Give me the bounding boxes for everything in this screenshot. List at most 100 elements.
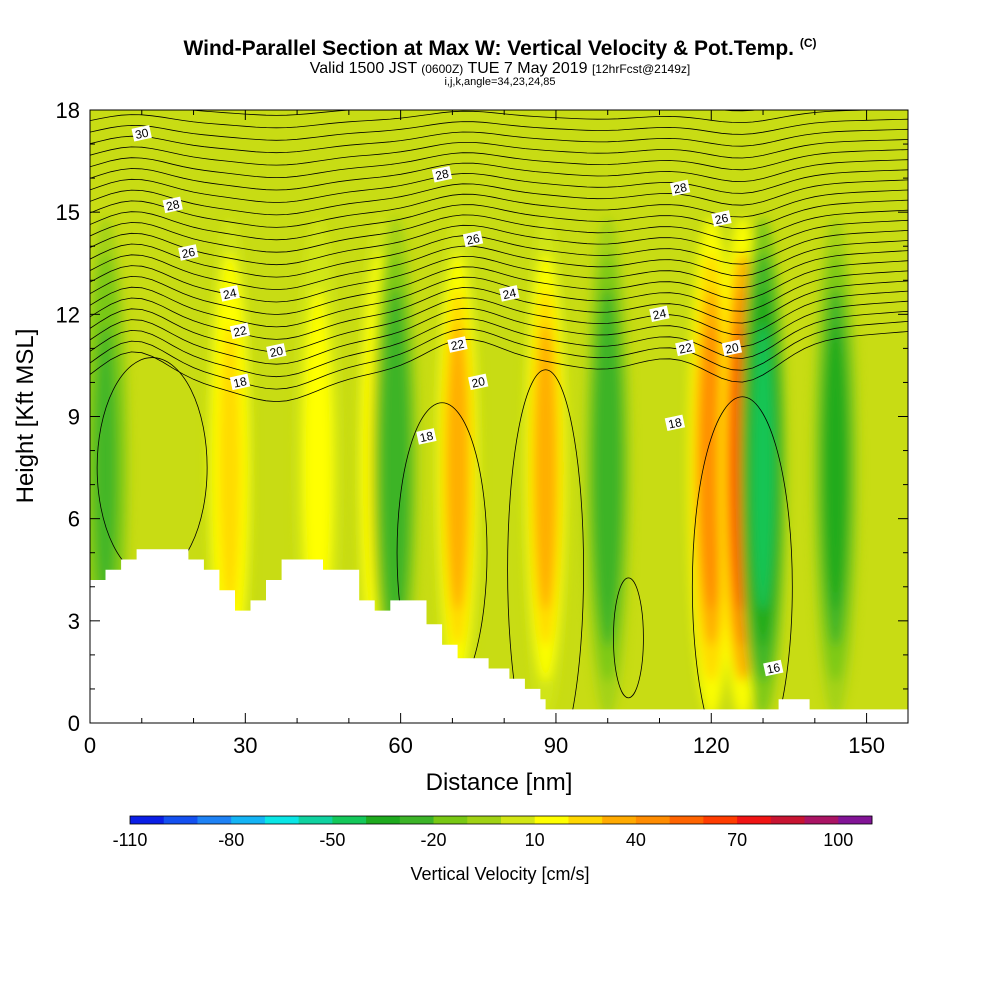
theta-label-bg bbox=[721, 339, 743, 357]
theta-label-group: 24 bbox=[219, 285, 240, 303]
theta-label-bg bbox=[462, 230, 484, 248]
y-tick-label: 12 bbox=[56, 302, 80, 327]
colorbar-swatch bbox=[703, 816, 738, 824]
theta-label-bg bbox=[499, 285, 520, 302]
colorbar-tick-label: -80 bbox=[218, 830, 244, 850]
theta-label-bg bbox=[447, 336, 468, 353]
theta-label-bg bbox=[416, 428, 437, 445]
theta-contour-line bbox=[90, 230, 908, 278]
chart-title-text: Wind-Parallel Section at Max W: Vertical… bbox=[183, 37, 794, 60]
theta-contour-line bbox=[90, 331, 908, 403]
colorbar-swatch bbox=[534, 816, 569, 824]
theta-label-group: 18 bbox=[416, 428, 437, 445]
theta-label: 28 bbox=[434, 166, 450, 183]
terrain-mask bbox=[90, 549, 908, 723]
theta-contour-line bbox=[90, 118, 908, 141]
theta-contour-line bbox=[90, 159, 908, 191]
theta-label-group: 26 bbox=[178, 244, 199, 261]
theta-contour-line bbox=[90, 240, 908, 291]
x-tick-label: 30 bbox=[233, 733, 257, 758]
theta-contour-line bbox=[90, 209, 908, 253]
theta-label: 16 bbox=[765, 660, 781, 677]
colorbar-tick-label: -110 bbox=[113, 830, 148, 850]
theta-contour-line bbox=[90, 310, 908, 378]
colorbar-swatch bbox=[501, 816, 536, 824]
theta-contour-line bbox=[90, 128, 908, 154]
forecast-info: [12hrFcst@2149z] bbox=[591, 62, 691, 76]
valid-time: Valid 1500 JST bbox=[309, 60, 417, 77]
theta-contour-line bbox=[90, 219, 908, 266]
colorbar-swatch bbox=[264, 816, 300, 824]
theta-label: 28 bbox=[672, 180, 688, 197]
updraft-column-1-level-4 bbox=[306, 324, 329, 611]
theta-label-group: 24 bbox=[499, 285, 520, 302]
theta-label: 26 bbox=[465, 231, 481, 248]
theta-contour-line bbox=[90, 110, 888, 129]
grid-indices: i,j,k,angle=34,23,24,85 bbox=[444, 76, 556, 88]
chart-title: Wind-Parallel Section at Max W: Vertical… bbox=[0, 36, 1000, 61]
valid-utc: (0600Z) bbox=[421, 62, 464, 76]
updraft-column-0-level-4 bbox=[218, 324, 241, 611]
downdraft-column-0-level-4 bbox=[94, 324, 117, 611]
colorbar-swatch bbox=[602, 816, 637, 824]
theta-label: 30 bbox=[134, 125, 150, 142]
theta-label-bg bbox=[162, 196, 183, 214]
y-tick-label: 0 bbox=[68, 711, 80, 736]
theta-label-bg bbox=[229, 322, 251, 340]
valid-date: TUE 7 May 2019 bbox=[467, 60, 588, 77]
theta-label: 20 bbox=[724, 340, 740, 357]
theta-label-group: 18 bbox=[229, 373, 251, 391]
theta-label: 18 bbox=[667, 415, 683, 432]
x-tick-label: 60 bbox=[388, 733, 412, 758]
colorbar-swatch bbox=[635, 816, 671, 824]
colorbar: -110 -80 -50 -20 10 40 70 100 bbox=[113, 815, 873, 850]
colorbar-swatch bbox=[804, 816, 839, 824]
theta-contour-line bbox=[90, 260, 908, 315]
theta-label-group: 22 bbox=[675, 339, 696, 357]
x-tick-label: 90 bbox=[544, 733, 568, 758]
theta-label-bg bbox=[664, 414, 686, 432]
colorbar-swatch bbox=[467, 816, 502, 824]
colorbar-swatch bbox=[770, 816, 805, 824]
theta-label-bg bbox=[178, 244, 199, 261]
theta-label-bg bbox=[131, 125, 152, 142]
x-tick-label: 150 bbox=[848, 733, 885, 758]
theta-label-group: 20 bbox=[721, 339, 743, 357]
theta-contour-line bbox=[90, 321, 908, 390]
y-tick-label: 18 bbox=[56, 98, 80, 123]
theta-label-group: 28 bbox=[669, 179, 691, 197]
theta-label: 18 bbox=[419, 429, 435, 446]
downdraft-column-1-level-4 bbox=[384, 324, 407, 611]
updraft-column-3-level-4 bbox=[446, 324, 469, 611]
theta-label-group: 28 bbox=[162, 196, 183, 214]
theta-contour-closed-3 bbox=[613, 577, 644, 699]
colorbar-swatch bbox=[197, 816, 232, 824]
colorbar-swatch bbox=[332, 816, 367, 824]
chart-subtitle: Valid 1500 JST (0600Z) TUE 7 May 2019 [1… bbox=[0, 60, 1000, 78]
theta-label: 24 bbox=[652, 306, 668, 323]
theta-label-bg bbox=[431, 165, 453, 183]
theta-label: 24 bbox=[222, 286, 238, 303]
theta-label: 26 bbox=[180, 245, 196, 262]
y-tick-label: 3 bbox=[68, 609, 80, 634]
colorbar-frame bbox=[129, 815, 873, 825]
colorbar-label: Vertical Velocity [cm/s] bbox=[410, 864, 589, 884]
theta-label-bg bbox=[219, 285, 240, 302]
colorbar-swatch bbox=[163, 816, 198, 824]
colorbar-swatch bbox=[298, 816, 333, 824]
colorbar-swatch bbox=[838, 816, 873, 824]
theta-label-bg bbox=[468, 373, 489, 391]
colorbar-swatch bbox=[669, 816, 704, 824]
theta-contour-line bbox=[90, 290, 908, 353]
theta-label-group: 18 bbox=[664, 414, 686, 432]
theta-label-group: 22 bbox=[229, 322, 251, 340]
downdraft-column-4-level-4 bbox=[824, 324, 847, 611]
theta-contour-line bbox=[90, 189, 908, 228]
colorbar-swatch bbox=[433, 816, 468, 824]
theta-contour-line bbox=[90, 280, 908, 340]
theta-contour-line bbox=[90, 149, 908, 179]
y-tick-label: 6 bbox=[68, 507, 80, 532]
colorbar-swatch bbox=[399, 816, 434, 824]
theta-label-bg bbox=[649, 305, 670, 323]
theta-label-bg bbox=[711, 210, 732, 227]
